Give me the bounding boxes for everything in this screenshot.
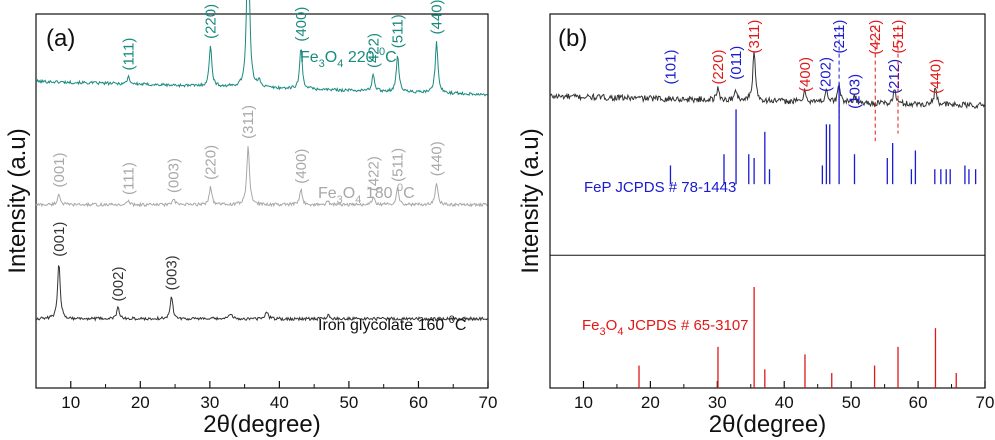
panel-b-tick-label: 70 — [976, 393, 995, 412]
panel-b-peak-label: (400) — [797, 57, 814, 92]
panel-a-tick-label: 40 — [270, 393, 289, 412]
panel-a-peak-label: (002) — [110, 267, 127, 302]
panel-b-peak-label: (212) — [886, 59, 903, 94]
panel-b-peak-label: (511) — [890, 20, 907, 54]
panel-a-label: (a) — [46, 25, 75, 52]
panel-b-tick-label: 50 — [842, 393, 861, 412]
panel-b-tick-label: 10 — [574, 393, 593, 412]
panel-b-peak-label: (011) — [728, 46, 745, 80]
panel-b-peak-label: (220) — [710, 50, 727, 85]
panel-b-label: (b) — [558, 25, 587, 52]
panel-a-peak-label: (003) — [164, 255, 181, 290]
panel-a-tick-label: 10 — [61, 393, 80, 412]
panel-a-tick-label: 30 — [200, 393, 219, 412]
panel-a-tick-label: 60 — [409, 393, 428, 412]
panel-a-peak-label: (003) — [166, 158, 183, 193]
panel-a-peak-label: (511) — [390, 14, 407, 48]
panel-b-pattern-line — [549, 51, 985, 110]
panel-a-series-line — [35, 265, 488, 322]
panel-b-y-axis-title: Intensity (a.u) — [517, 128, 544, 273]
panel-b-peak-label: (311) — [746, 20, 763, 54]
panel-b-x-axis-title: 2θ(degree) — [709, 411, 826, 438]
panel-a: (a) 2θ(degree) Intensity (a.u) 10 20 30 40 5… — [4, 0, 497, 438]
panel-a-tick-label: 20 — [131, 393, 150, 412]
panel-a-tick-label: 50 — [339, 393, 358, 412]
panel-b-references: FeP JCPDS # 78-1443 Fe3O4 JCPDS # 65-3107 — [582, 83, 977, 388]
panel-a-y-axis-title: Intensity (a.u) — [4, 128, 31, 273]
panel-b-pattern: (101) (220) (011)(311) (400) (202) (211) (103)… — [549, 20, 985, 142]
panel-b: (b) 2θ(degree) Intensity (a.u) 10 20 30 40 5… — [517, 13, 994, 438]
panel-b-tick-label: 30 — [708, 393, 727, 412]
panel-b-peak-label: (202) — [818, 57, 835, 92]
panel-a-series-line — [35, 0, 488, 97]
panel-a-peak-label: (400) — [293, 149, 310, 184]
panel-a-x-axis-title: 2θ(degree) — [203, 411, 320, 438]
panel-b-tick-label: 20 — [641, 393, 660, 412]
panel-a-peak-label: (440) — [429, 0, 446, 34]
panel-b-peak-label: (211) — [831, 20, 848, 54]
panel-a-peak-label: (001) — [51, 152, 68, 187]
panel-a-tick-label: 70 — [479, 393, 498, 412]
panel-b-peak-label: (103) — [847, 74, 864, 109]
panel-a-x-ticks: 10 20 30 40 50 60 70 — [61, 381, 497, 412]
panel-a-series-line — [35, 146, 488, 208]
panel-a-series-label: Fe3O4 180 0C — [318, 182, 415, 206]
panel-a-peak-label: (111) — [120, 38, 137, 71]
panel-a-frame — [35, 13, 489, 389]
panel-b-reference-label: Fe3O4 JCPDS # 65-3107 — [582, 317, 749, 338]
panel-a-peak-label: (422) — [365, 156, 382, 191]
panel-a-peak-label: (111) — [120, 162, 137, 195]
panel-b-tick-label: 40 — [775, 393, 794, 412]
panel-b-peak-label: (440) — [927, 59, 944, 94]
panel-a-peak-label: (440) — [429, 141, 446, 176]
panel-a-peak-label: (220) — [203, 4, 220, 39]
panel-a-peak-label: (220) — [203, 145, 220, 180]
panel-b-reference-label: FeP JCPDS # 78-1443 — [584, 179, 736, 196]
panel-a-peak-label: (400) — [293, 7, 310, 42]
panel-a-peak-label: (311) — [240, 105, 257, 139]
panel-b-peak-label: (101) — [662, 50, 679, 85]
panel-b-x-ticks: 10 20 30 40 50 60 70 — [574, 381, 994, 412]
panel-a-peak-label: (422) — [365, 33, 382, 68]
panel-b-peak-label: (422) — [867, 20, 884, 55]
panel-a-series-label: Fe3O4 220 0C — [300, 46, 397, 70]
panel-a-series: (111) (220) (311) (400) (422) (511) (440) (001)… — [35, 0, 488, 334]
panel-b-tick-label: 60 — [909, 393, 928, 412]
panel-b-frame — [549, 13, 986, 389]
panel-a-series-label: Iron glycolate 160 0C — [318, 314, 466, 334]
panel-a-peak-label: (511) — [390, 148, 407, 182]
panel-a-peak-label: (001) — [51, 222, 68, 257]
